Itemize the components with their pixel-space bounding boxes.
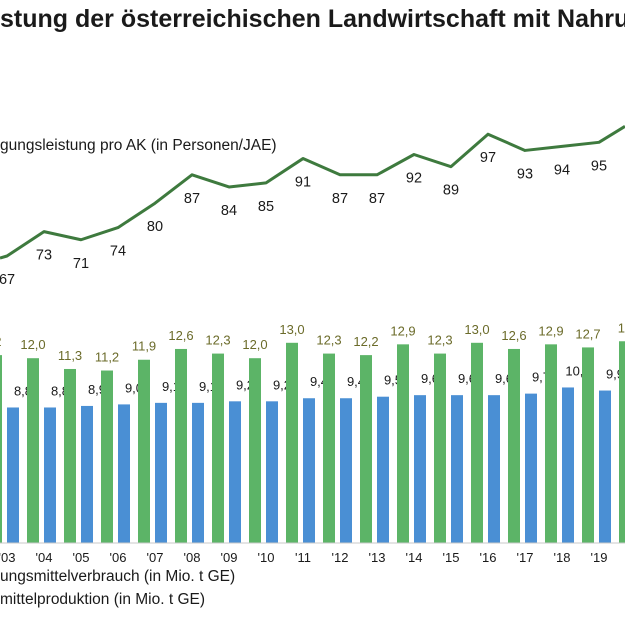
line-series-layer: 67 73 71 74 80 87 84 85 91 87 87 92 89 97 93 94 95 bbox=[0, 125, 625, 288]
x-tick-label: '13 bbox=[369, 550, 386, 565]
x-tick-label: '06 bbox=[110, 550, 127, 565]
line-point-label: 89 bbox=[443, 183, 459, 199]
line-point-label: 71 bbox=[73, 256, 89, 272]
green-bar bbox=[175, 348, 187, 543]
line-point-label: 93 bbox=[517, 166, 533, 182]
x-tick-label: '04 bbox=[36, 550, 53, 565]
green-bar-label: 13,0 bbox=[279, 322, 304, 337]
line-series-path bbox=[0, 125, 625, 260]
x-tick-label: '19 bbox=[591, 550, 608, 565]
x-tick-label: '15 bbox=[443, 550, 460, 565]
blue-bar bbox=[340, 398, 352, 543]
green-bar-label: 11,9 bbox=[132, 339, 156, 354]
green-bar bbox=[0, 355, 2, 543]
blue-bar bbox=[562, 387, 574, 543]
line-point-label: 87 bbox=[184, 191, 200, 207]
green-bar-label-partial: 13 bbox=[618, 320, 625, 335]
green-bar-label: 12,3 bbox=[205, 333, 230, 348]
green-bar-label: 12,0 bbox=[242, 337, 267, 352]
green-bar bbox=[582, 347, 594, 543]
chart-title: stung der österreichischen Landwirtschaf… bbox=[0, 5, 625, 33]
green-bar-label: 12,7 bbox=[575, 326, 600, 341]
green-bar bbox=[27, 358, 39, 543]
line-point-label: 94 bbox=[554, 162, 570, 178]
line-point-label: 84 bbox=[221, 203, 237, 219]
green-bar-label: 12,9 bbox=[538, 323, 563, 338]
blue-bar bbox=[303, 398, 315, 543]
green-bar-label: 12,0 bbox=[20, 337, 45, 352]
line-point-label: 95 bbox=[591, 158, 607, 174]
line-point-label: 91 bbox=[295, 175, 311, 191]
green-bar bbox=[138, 359, 150, 543]
line-point-label: 80 bbox=[147, 219, 163, 235]
green-bar bbox=[360, 355, 372, 543]
blue-bar bbox=[7, 407, 19, 543]
x-tick-label: '12 bbox=[332, 550, 349, 565]
green-bar bbox=[471, 342, 483, 543]
line-point-label: 74 bbox=[110, 244, 126, 260]
x-tick-label: '17 bbox=[517, 550, 534, 565]
green-bar bbox=[397, 344, 409, 543]
blue-bar bbox=[488, 395, 500, 543]
blue-bar bbox=[81, 405, 93, 543]
green-bar-label: ,2 bbox=[0, 334, 1, 349]
blue-bar bbox=[229, 401, 241, 543]
line-point-label: 87 bbox=[332, 191, 348, 207]
green-bar bbox=[434, 353, 446, 543]
green-bar-label: 11,2 bbox=[95, 350, 119, 365]
blue-bar bbox=[599, 390, 611, 543]
blue-bar bbox=[377, 396, 389, 543]
blue-bar bbox=[525, 393, 537, 543]
line-point-label: 67 bbox=[0, 272, 15, 288]
x-tick-label: '11 bbox=[295, 550, 311, 565]
x-tick-label: '09 bbox=[221, 550, 238, 565]
x-tick-label: '05 bbox=[73, 550, 90, 565]
bar-series-layer: ,28,812,08,811,38,911,29,011,99,112,69,1… bbox=[0, 320, 625, 543]
x-tick-label: '14 bbox=[406, 550, 423, 565]
blue-bar bbox=[155, 402, 167, 543]
x-tick-label: '16 bbox=[480, 550, 497, 565]
green-bar-label: 11,3 bbox=[58, 348, 82, 363]
green-bar-label: 12,3 bbox=[427, 333, 452, 348]
green-bar bbox=[212, 353, 224, 543]
green-bar-label: 12,2 bbox=[353, 334, 378, 349]
green-bar-label: 12,3 bbox=[316, 333, 341, 348]
x-tick-label: '07 bbox=[147, 550, 164, 565]
blue-bar bbox=[414, 395, 426, 543]
blue-bar bbox=[118, 404, 130, 543]
line-point-label: 97 bbox=[480, 150, 496, 166]
green-bar bbox=[323, 353, 335, 543]
line-point-label: 92 bbox=[406, 171, 422, 187]
x-tick-label: '03 bbox=[0, 550, 15, 565]
green-bar-label: 13,0 bbox=[464, 322, 489, 337]
x-axis-layer: '03 '04 '05 '06 '07 '08 '09 '10 '11 '12 '13 '14 '15 '… bbox=[0, 542, 625, 565]
green-bar bbox=[64, 368, 76, 543]
line-point-label: 85 bbox=[258, 199, 274, 215]
legend-blue-series: mittelproduktion (in Mio. t GE) bbox=[0, 591, 205, 608]
green-bar bbox=[286, 342, 298, 543]
line-point-label: 73 bbox=[36, 248, 52, 264]
green-bar-label: 12,6 bbox=[501, 328, 526, 343]
x-tick-label: '08 bbox=[184, 550, 201, 565]
green-bar bbox=[101, 370, 113, 543]
line-point-label: 87 bbox=[369, 191, 385, 207]
green-bar bbox=[545, 344, 557, 543]
green-bar-label: 12,9 bbox=[390, 323, 415, 338]
green-bar bbox=[508, 348, 520, 543]
green-bar-label: 12,6 bbox=[168, 328, 193, 343]
blue-bar bbox=[451, 395, 463, 543]
x-tick-label: '18 bbox=[554, 550, 571, 565]
green-bar-partial bbox=[619, 341, 625, 543]
blue-bar bbox=[266, 401, 278, 543]
legend-line-series: gungsleistung pro AK (in Personen/JAE) bbox=[0, 137, 277, 154]
blue-bar bbox=[44, 407, 56, 543]
legend-green-series: ungsmittelverbrauch (in Mio. t GE) bbox=[0, 568, 235, 585]
blue-bar bbox=[192, 402, 204, 543]
x-tick-label: '10 bbox=[258, 550, 275, 565]
green-bar bbox=[249, 358, 261, 543]
